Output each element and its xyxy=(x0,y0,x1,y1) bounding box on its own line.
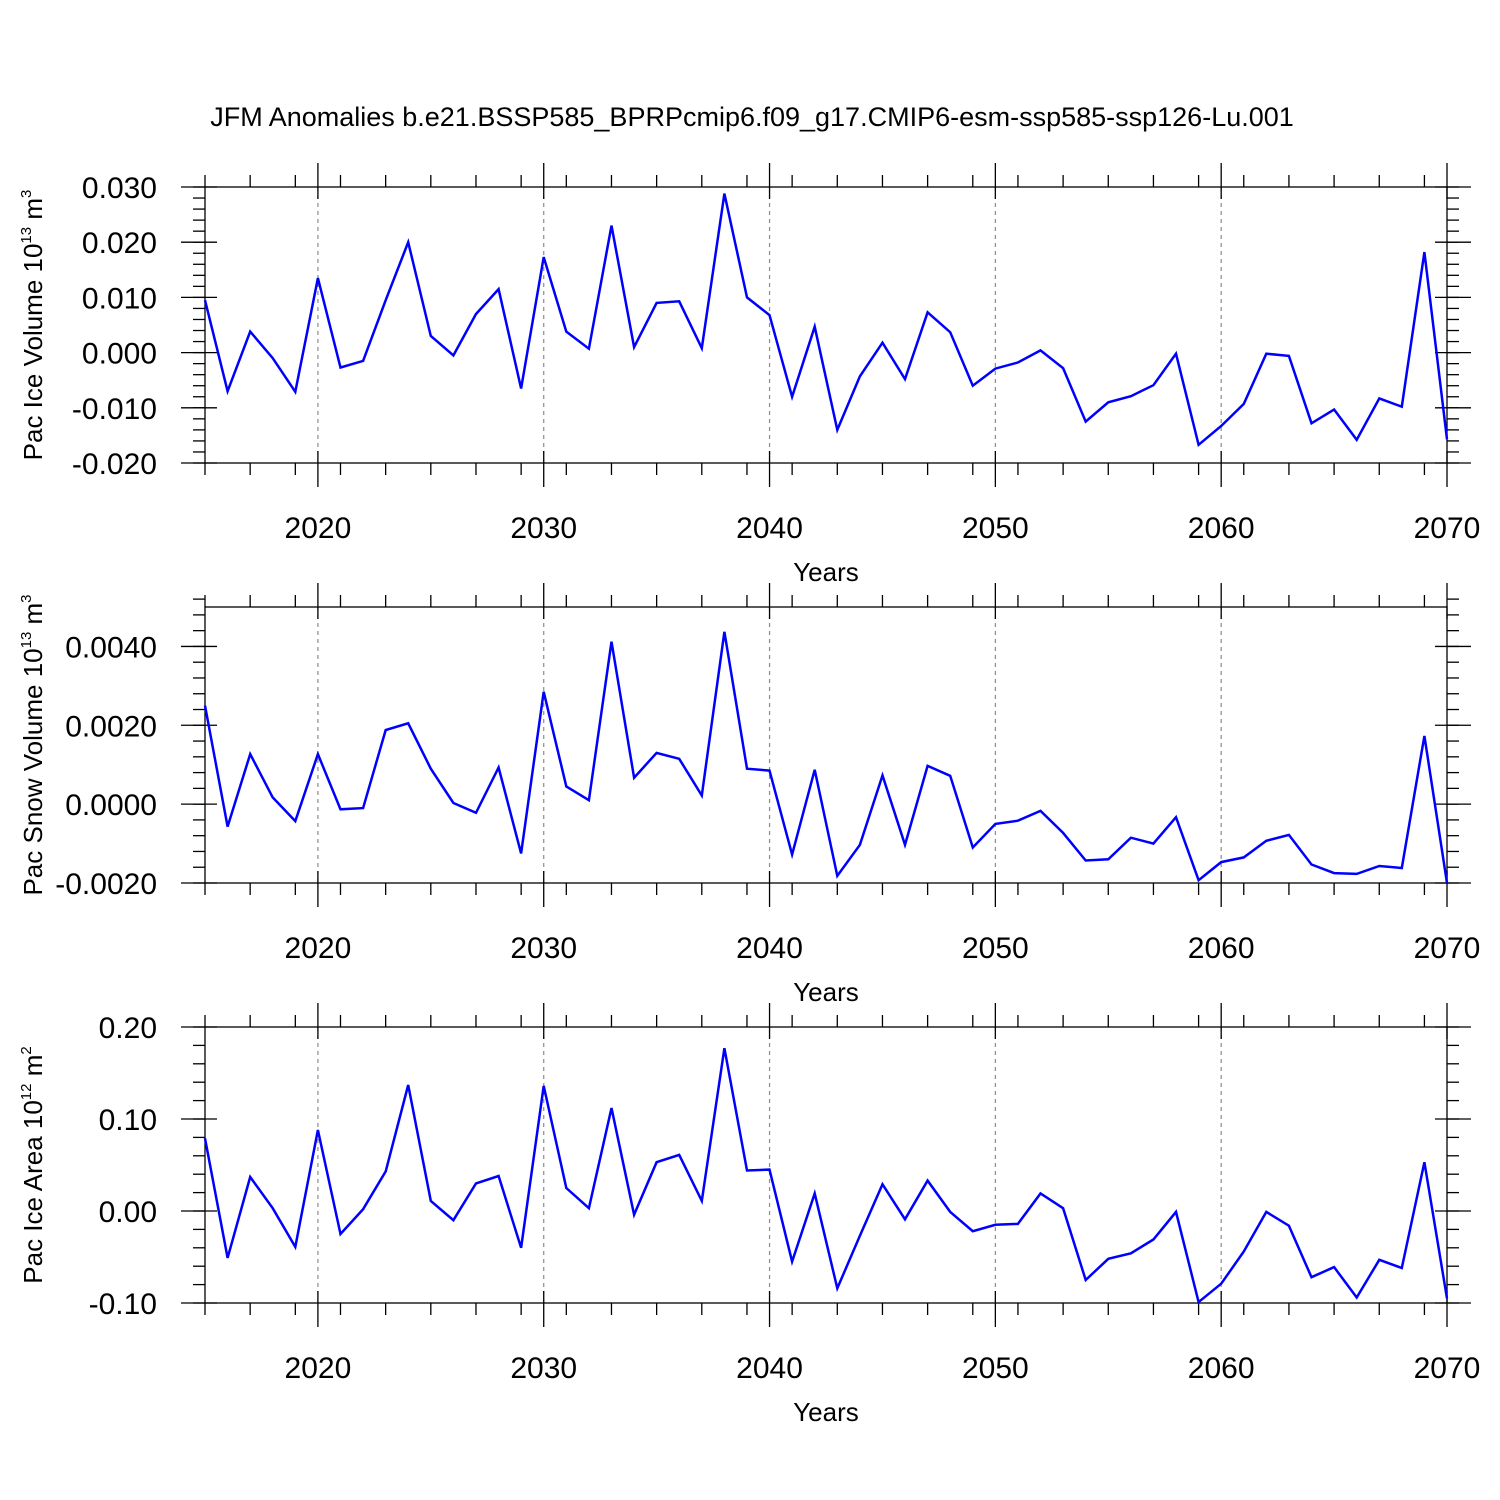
y-tick-label: -0.020 xyxy=(72,448,157,481)
y-axis-label-unit-exponent: 3 xyxy=(18,190,35,198)
x-tick-label: 2040 xyxy=(736,1352,803,1385)
y-tick-label: 0.000 xyxy=(82,338,157,371)
y-axis-label-prefix: Pac Ice Area 10 xyxy=(18,1100,48,1284)
y-axis-label-unit: m xyxy=(18,603,48,632)
y-tick-label: 0.010 xyxy=(82,282,157,315)
x-axis-label: Years xyxy=(793,1397,859,1427)
x-tick-label: 2040 xyxy=(736,512,803,545)
plot-frame xyxy=(204,606,1448,884)
panel-3: 2020 2030 2040 2050 2060 2070 0.20 0.10 0.00 -0.1… xyxy=(18,1003,1480,1427)
y-tick-label: -0.10 xyxy=(89,1288,157,1321)
panel-1: 2020 2030 2040 2050 2060 2070 0.030 0.020 0.010 0… xyxy=(18,163,1480,587)
x-tick-label: 2060 xyxy=(1188,512,1255,545)
y-axis-label: Pac Ice Volume 1013 m3 xyxy=(18,190,48,461)
y-axis-label-exponent: 13 xyxy=(18,227,35,244)
series-line xyxy=(203,1047,1449,1305)
x-tick-label: 2020 xyxy=(285,932,352,965)
x-tick-label: 2050 xyxy=(962,1352,1029,1385)
y-tick-label: 0.10 xyxy=(99,1104,157,1137)
x-axis-label: Years xyxy=(793,977,859,1007)
plot-frame xyxy=(204,1026,1448,1304)
x-axis-label: Years xyxy=(793,557,859,587)
x-tick-label: 2050 xyxy=(962,932,1029,965)
plot-frame xyxy=(204,186,1448,464)
x-tick-label: 2070 xyxy=(1414,512,1481,545)
y-axis-label-unit: m xyxy=(18,1055,48,1084)
y-tick-label: 0.020 xyxy=(82,227,157,260)
x-tick-label: 2070 xyxy=(1414,932,1481,965)
x-tick-label: 2030 xyxy=(510,932,577,965)
x-tick-label: 2060 xyxy=(1188,1352,1255,1385)
y-axis-label-prefix: Pac Ice Volume 10 xyxy=(18,244,48,461)
x-tick-label: 2060 xyxy=(1188,932,1255,965)
panel-2: 2020 2030 2040 2050 2060 2070 0.0040 0.0020 0.00… xyxy=(18,583,1480,1007)
y-tick-label: 0.0040 xyxy=(65,631,157,664)
x-tick-label: 2050 xyxy=(962,512,1029,545)
y-tick-label: 0.0020 xyxy=(65,710,157,743)
y-axis-label: Pac Ice Area 1012 m2 xyxy=(18,1046,48,1283)
x-tick-label: 2040 xyxy=(736,932,803,965)
x-tick-label: 2070 xyxy=(1414,1352,1481,1385)
y-tick-label: -0.0020 xyxy=(55,868,157,901)
x-tick-label: 2030 xyxy=(510,512,577,545)
y-axis-label-unit: m xyxy=(18,198,48,227)
x-tick-label: 2030 xyxy=(510,1352,577,1385)
y-axis-label-unit-exponent: 3 xyxy=(18,594,35,602)
y-axis-label: Pac Snow Volume 1013 m3 xyxy=(18,594,48,895)
y-axis-label-exponent: 13 xyxy=(18,632,35,649)
series-line xyxy=(203,631,1449,884)
y-axis-label-prefix: Pac Snow Volume 10 xyxy=(18,648,48,895)
y-axis-label-exponent: 12 xyxy=(18,1083,35,1100)
x-tick-label: 2020 xyxy=(285,512,352,545)
y-tick-label: 0.20 xyxy=(99,1012,157,1045)
y-tick-label: 0.0000 xyxy=(65,789,157,822)
y-axis-label-unit-exponent: 2 xyxy=(18,1046,35,1054)
y-tick-label: 0.00 xyxy=(99,1196,157,1229)
x-tick-label: 2020 xyxy=(285,1352,352,1385)
series-line xyxy=(203,193,1449,448)
y-tick-label: -0.010 xyxy=(72,393,157,426)
y-tick-label: 0.030 xyxy=(82,172,157,205)
chart-title: JFM Anomalies b.e21.BSSP585_BPRPcmip6.f0… xyxy=(210,102,1294,132)
